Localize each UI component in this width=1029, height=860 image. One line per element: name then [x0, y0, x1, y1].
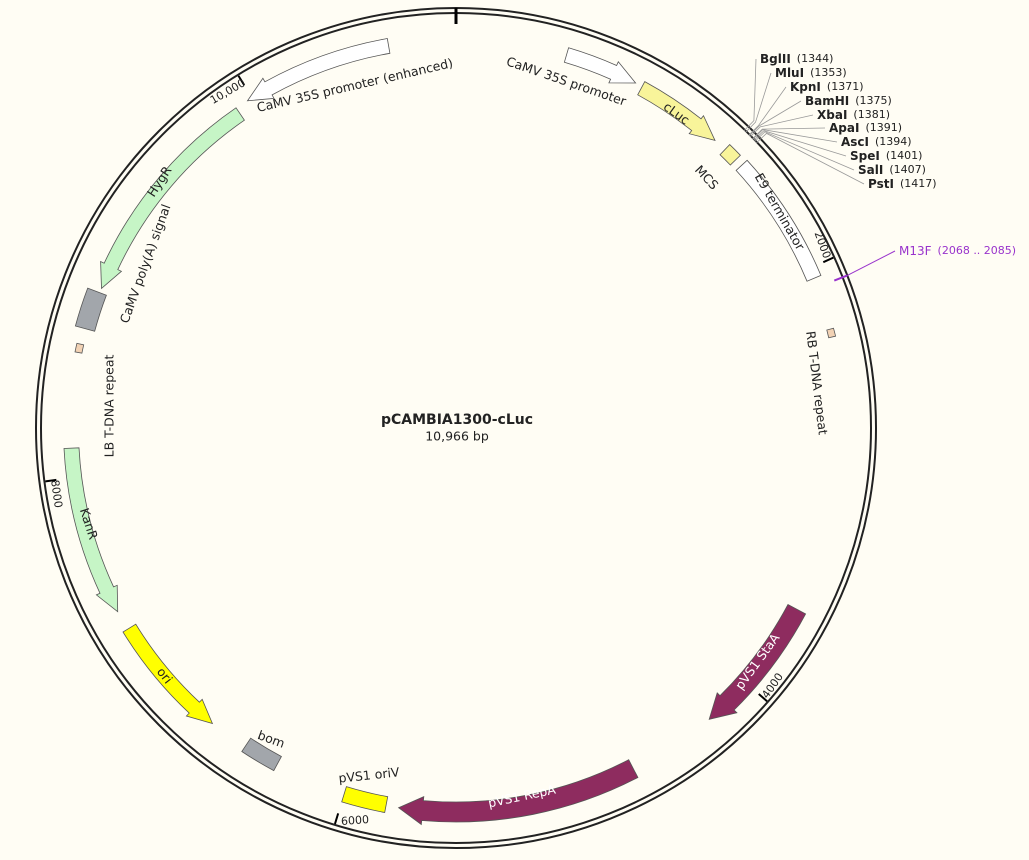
position-tick [237, 75, 246, 86]
site-position: (1381) [853, 108, 890, 121]
position-tick [334, 813, 340, 825]
primer-label: M13F (2068 .. 2085) [899, 244, 1016, 258]
position-tick [822, 256, 834, 264]
feature [719, 144, 741, 166]
feature [246, 38, 391, 102]
site-label: XbaI (1381) [817, 108, 890, 122]
site-name: MluI [775, 66, 804, 80]
site-leader [743, 58, 757, 131]
feature [397, 759, 639, 826]
site-leader [748, 86, 787, 136]
site-leader [752, 129, 838, 143]
feature-label: E9 terminator [752, 170, 809, 253]
feature [708, 603, 807, 720]
feature [74, 287, 107, 332]
feature-label: MCS [692, 162, 722, 192]
position-tick [758, 693, 768, 702]
restriction-sites: BglII (1344)MluI (1353)KpnI (1371)BamHI (137… [743, 52, 937, 191]
primer-leader [847, 250, 896, 276]
site-leader [752, 127, 826, 140]
site-label: AscI (1394) [841, 135, 912, 149]
site-position: (1394) [875, 135, 912, 148]
primer-name: M13F [899, 244, 932, 258]
site-name: XbaI [817, 108, 847, 122]
feature [241, 737, 282, 772]
site-name: ApaI [829, 121, 859, 135]
site-name: BglII [760, 52, 791, 66]
site-position: (1417) [900, 177, 937, 190]
site-label: SpeI (1401) [850, 149, 922, 163]
feature-label: LB T-DNA repeat [102, 355, 117, 458]
feature [122, 623, 214, 725]
feature [341, 786, 389, 813]
primer-range: (2068 .. 2085) [938, 244, 1017, 257]
site-label: BglII (1344) [760, 52, 833, 66]
site-name: AscI [841, 135, 869, 149]
primer-mark [833, 274, 848, 282]
site-name: SpeI [850, 149, 880, 163]
site-position: (1407) [889, 163, 926, 176]
feature-label: RB T-DNA repeat [803, 330, 831, 436]
features [45, 38, 837, 826]
site-leader [754, 131, 855, 171]
site-position: (1375) [855, 94, 892, 107]
site-label: SalI (1407) [858, 163, 926, 177]
site-name: SalI [858, 163, 883, 177]
site-label: BamHI (1375) [805, 94, 892, 108]
tick-label: 6000 [341, 813, 370, 828]
site-leader [745, 72, 772, 133]
site-name: KpnI [790, 80, 821, 94]
plasmid-name: pCAMBIA1300-cLuc [381, 412, 533, 428]
plasmid-size: 10,966 bp [425, 429, 489, 444]
site-position: (1371) [827, 80, 864, 93]
site-leader [753, 130, 847, 157]
primers: M13F (2068 .. 2085) [833, 244, 1016, 282]
position-tick [45, 478, 57, 483]
site-position: (1401) [886, 149, 923, 162]
feature [100, 107, 245, 290]
feature [563, 47, 637, 84]
site-label: MluI (1353) [775, 66, 847, 80]
tick-label: 8000 [48, 479, 65, 509]
site-label: ApaI (1391) [829, 121, 902, 135]
feature-label: pVS1 oriV [338, 764, 401, 785]
site-name: BamHI [805, 94, 849, 108]
feature [826, 327, 837, 339]
feature [74, 342, 85, 354]
tick-label: 2000 [812, 229, 834, 260]
feature [637, 81, 716, 142]
site-leader [749, 100, 802, 137]
site-name: PstI [868, 177, 894, 191]
feature [63, 447, 119, 613]
site-label: PstI (1417) [868, 177, 937, 191]
feature [735, 159, 822, 282]
site-leader [756, 132, 865, 185]
site-position: (1353) [810, 66, 847, 79]
site-label: KpnI (1371) [790, 80, 863, 94]
site-leader [750, 114, 814, 138]
site-position: (1344) [797, 52, 834, 65]
site-position: (1391) [865, 121, 902, 134]
